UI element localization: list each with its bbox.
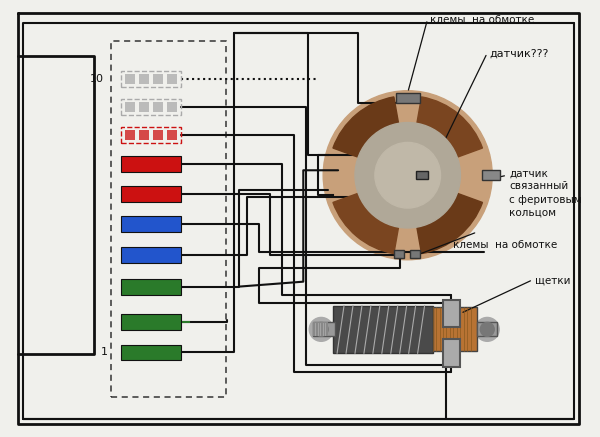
- Bar: [410, 250, 419, 258]
- Bar: [167, 102, 177, 112]
- Bar: [478, 323, 497, 336]
- Wedge shape: [416, 97, 482, 158]
- Bar: [153, 130, 163, 140]
- Bar: [121, 279, 181, 295]
- Bar: [121, 344, 181, 361]
- Bar: [416, 171, 428, 179]
- Text: 10: 10: [89, 74, 103, 84]
- Text: клемы  на обмотке: клемы на обмотке: [430, 15, 534, 25]
- Bar: [443, 339, 460, 367]
- Bar: [313, 323, 328, 336]
- Circle shape: [475, 317, 499, 341]
- Bar: [313, 323, 335, 336]
- Text: 1: 1: [100, 347, 107, 357]
- Bar: [121, 246, 181, 263]
- Bar: [139, 102, 149, 112]
- Bar: [394, 250, 404, 258]
- Wedge shape: [416, 193, 482, 253]
- Bar: [139, 130, 149, 140]
- Circle shape: [375, 142, 440, 208]
- Bar: [482, 170, 500, 180]
- Bar: [125, 74, 135, 84]
- Bar: [121, 127, 181, 143]
- Bar: [167, 130, 177, 140]
- Bar: [125, 102, 135, 112]
- Bar: [139, 74, 149, 84]
- Bar: [121, 186, 181, 202]
- Bar: [112, 41, 226, 397]
- Bar: [121, 156, 181, 172]
- Wedge shape: [333, 193, 399, 253]
- Bar: [333, 305, 433, 353]
- Text: щетки: щетки: [535, 276, 571, 286]
- Circle shape: [323, 91, 492, 260]
- Wedge shape: [333, 97, 399, 158]
- Bar: [125, 130, 135, 140]
- Text: датчик???: датчик???: [489, 49, 548, 59]
- Bar: [153, 102, 163, 112]
- Circle shape: [355, 122, 460, 228]
- Bar: [121, 216, 181, 232]
- Bar: [443, 299, 460, 327]
- Text: датчик
связанный
с феритовым
кольцом: датчик связанный с феритовым кольцом: [509, 168, 582, 218]
- Bar: [167, 74, 177, 84]
- Bar: [121, 99, 181, 115]
- Bar: [396, 93, 419, 103]
- Circle shape: [314, 323, 328, 336]
- Bar: [153, 74, 163, 84]
- Bar: [121, 72, 181, 87]
- Circle shape: [309, 317, 333, 341]
- Bar: [121, 314, 181, 330]
- Bar: [433, 308, 478, 351]
- Text: клемы  на обмотке: клемы на обмотке: [454, 240, 557, 250]
- Circle shape: [480, 323, 494, 336]
